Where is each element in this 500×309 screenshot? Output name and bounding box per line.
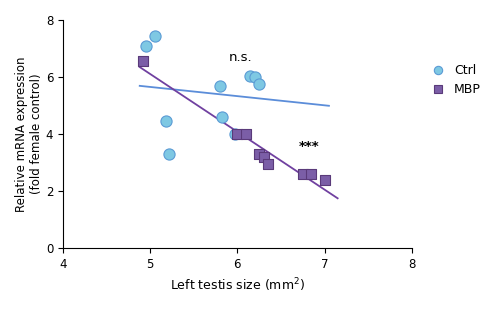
Point: [150, 33, 158, 38]
Point: [139, 59, 147, 64]
Text: ***: ***: [298, 140, 319, 153]
Point: [308, 171, 316, 176]
Point: [162, 119, 170, 124]
Point: [320, 177, 328, 182]
Y-axis label: Relative mRNA expression
(fold female control): Relative mRNA expression (fold female co…: [15, 56, 43, 212]
Point: [246, 73, 254, 78]
Point: [166, 151, 173, 156]
X-axis label: Left testis size (mm$^{2}$): Left testis size (mm$^{2}$): [170, 276, 305, 294]
Text: n.s.: n.s.: [228, 51, 252, 64]
Point: [255, 151, 263, 156]
Point: [260, 154, 268, 159]
Point: [242, 132, 250, 137]
Point: [234, 132, 241, 137]
Point: [264, 162, 272, 167]
Point: [255, 82, 263, 87]
Point: [216, 83, 224, 88]
Legend: Ctrl, MBP: Ctrl, MBP: [422, 61, 484, 100]
Point: [218, 114, 226, 119]
Point: [251, 74, 259, 79]
Point: [142, 43, 150, 48]
Point: [231, 132, 239, 137]
Point: [299, 171, 307, 176]
